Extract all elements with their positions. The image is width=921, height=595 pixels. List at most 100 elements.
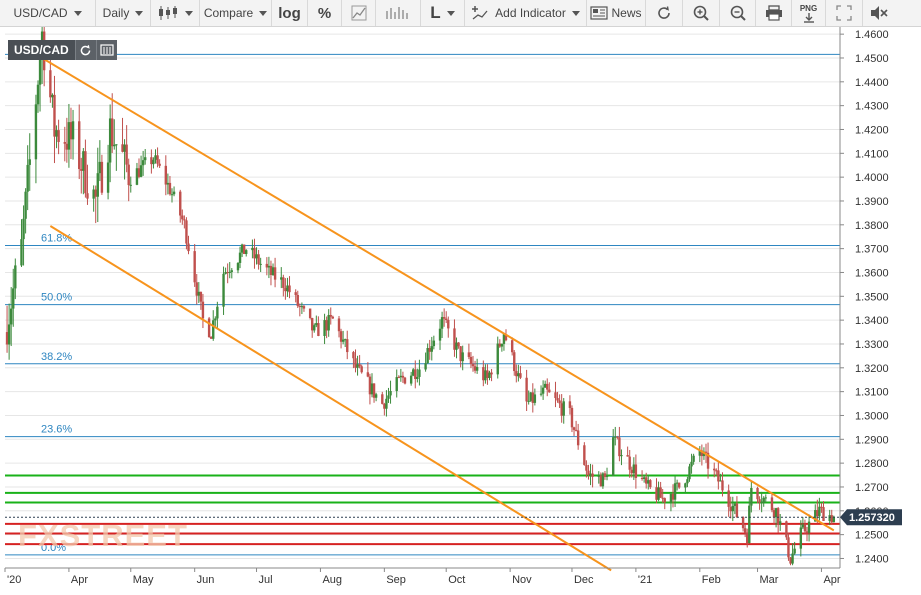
refresh-button[interactable] [646,0,683,26]
candle-body [78,121,81,170]
candle-body [302,306,306,309]
candle-body [164,165,168,185]
candle-body [228,271,231,273]
candle-body [418,369,421,377]
settings-button[interactable] [95,40,117,60]
candle-body [14,265,17,289]
candle-body [9,308,13,325]
y-tick-label: 1.4100 [855,148,889,160]
candle-body [698,450,702,456]
y-tick-label: 1.3900 [855,196,889,208]
legend-symbol: USD/CAD [8,40,75,60]
candle-body [172,191,176,195]
candle-body [327,314,330,331]
candle-body [240,244,244,253]
news-button[interactable]: News [587,0,646,26]
candle-body [216,306,219,319]
candle-body [731,506,734,512]
candle-body [589,473,592,475]
candles [5,27,836,566]
line-tool-button[interactable]: L [421,0,465,26]
print-button[interactable] [756,0,792,26]
chart-area[interactable]: 100.0%61.8%50.0%38.2%23.6%0.0% FXSTREET … [0,27,921,595]
candle-body [442,317,446,319]
candle-body [517,373,520,377]
candle-body [500,343,504,347]
candle-body [197,291,201,296]
symbol-selector[interactable]: USD/CAD [0,0,96,26]
candle-body [53,94,56,137]
zoom-out-icon [730,5,746,21]
export-png-button[interactable]: PNG [792,0,826,26]
chart-legend: USD/CAD [8,40,117,60]
crosshair-button[interactable] [342,0,376,26]
bars-icon [386,7,408,19]
x-tick-label: Jun [197,574,215,586]
candle-body [453,328,456,350]
candle-body [568,401,572,408]
reload-button[interactable] [74,40,96,60]
x-tick-label: Apr [71,574,88,586]
candle-body [257,254,260,265]
candle-body [251,247,254,251]
bar-style-button[interactable] [376,0,421,26]
sliders-icon [100,44,114,56]
candle-body [152,159,155,165]
add-indicator-button[interactable]: Add Indicator [465,0,587,26]
candle-body [659,487,662,498]
candle-body [86,193,89,199]
candle-body [805,531,809,533]
candle-body [762,497,765,503]
fullscreen-button[interactable] [826,0,863,26]
refresh-icon [80,44,91,55]
candle-body [603,473,607,477]
zoom-out-button[interactable] [720,0,756,26]
mute-button[interactable] [863,0,895,26]
log-scale-button[interactable]: log [272,0,308,26]
candle-body [574,429,578,431]
x-tick-label: Oct [448,574,465,586]
candle-body [690,461,693,467]
compare-button[interactable]: Compare [200,0,272,26]
candle-body [207,318,211,338]
chevron-down-icon [446,10,455,16]
candle-body [137,168,141,177]
chevron-down-icon [185,10,193,16]
candle-body [224,272,227,274]
candle-body [214,318,217,321]
candle-body [816,510,819,517]
candle-body [294,292,297,296]
channel-trendline [41,57,835,532]
y-tick-label: 1.4600 [855,29,889,41]
percent-scale-button[interactable]: % [308,0,342,26]
zoom-in-button[interactable] [683,0,720,26]
candle-body [475,367,479,371]
candle-body [323,320,326,336]
candle-body [230,270,233,272]
candle-body [447,320,450,329]
candle-body [818,506,821,517]
candle-body [98,161,102,174]
y-tick-label: 1.4500 [855,53,889,65]
interval-selector[interactable]: Daily [96,0,151,26]
candle-body [647,480,650,484]
watermark: FXSTREET [18,518,188,553]
price-chart[interactable]: 100.0%61.8%50.0%38.2%23.6%0.0% FXSTREET … [0,27,921,595]
news-label: News [611,6,642,20]
candle-body [282,277,285,288]
candle-body [541,387,545,394]
compare-label: Compare [203,6,254,20]
candle-body [96,173,99,197]
candle-body [803,524,807,532]
candle-body [242,244,246,254]
candle-body [756,487,759,500]
chart-type-button[interactable] [151,0,200,26]
candle-body [135,168,139,185]
candle-body [80,169,83,171]
candle-body [700,450,704,457]
candle-body [36,84,40,105]
candle-body [113,144,116,147]
horizontal-levels [5,474,840,546]
candle-body [591,473,594,477]
add-indicator-label: Add Indicator [495,6,566,20]
